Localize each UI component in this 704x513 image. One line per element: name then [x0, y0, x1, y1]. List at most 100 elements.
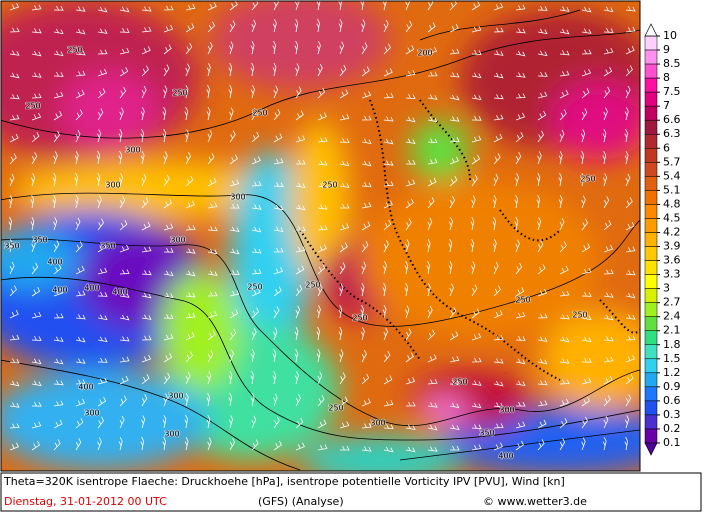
- wind-barb: [603, 220, 612, 231]
- contour-label: 250: [172, 89, 187, 98]
- wind-barb: [97, 242, 107, 253]
- colorbar-band: [644, 204, 658, 219]
- wind-barb: [581, 267, 592, 275]
- wind-barb: [295, 63, 300, 77]
- wind-barb: [603, 375, 613, 385]
- wind-barb: [185, 270, 196, 277]
- wind-barb: [118, 150, 123, 165]
- wind-barb: [427, 329, 435, 341]
- wind-barb: [580, 150, 585, 165]
- wind-barb: [251, 131, 260, 143]
- wind-barb: [229, 328, 237, 341]
- colorbar-label: 8: [663, 71, 670, 84]
- wind-barb: [53, 313, 64, 319]
- wind-barb: [229, 226, 240, 233]
- wind-barb: [184, 437, 189, 451]
- wind-barb: [559, 241, 567, 253]
- wind-barb: [603, 28, 614, 33]
- wind-barb: [30, 217, 35, 231]
- wind-barb: [537, 400, 548, 407]
- colorbar-band: [644, 302, 658, 317]
- wind-barb: [294, 327, 299, 341]
- wind-barb: [31, 112, 42, 121]
- colorbar-band: [644, 162, 658, 177]
- wind-barb: [229, 154, 238, 165]
- wind-barb: [207, 41, 213, 55]
- wind-barb: [8, 195, 13, 209]
- wind-barb: [537, 91, 548, 99]
- wind-barb: [361, 42, 368, 55]
- colorbar-label: 4.8: [663, 197, 681, 210]
- wind-barb: [119, 47, 130, 55]
- wind-barb: [97, 437, 102, 451]
- wind-barb: [53, 380, 64, 386]
- contour-label: 250: [322, 181, 337, 190]
- colorbar-under: [644, 442, 658, 456]
- wind-barb: [361, 398, 371, 407]
- wind-barb: [581, 108, 588, 121]
- wind-barb: [184, 129, 189, 143]
- wind-barb: [471, 308, 480, 319]
- wind-barb: [581, 377, 592, 385]
- wind-barb: [383, 43, 391, 55]
- colorbar-label: 0.6: [663, 394, 681, 407]
- wind-barb: [97, 396, 107, 407]
- wind-barb: [30, 173, 36, 187]
- wind-barb: [471, 135, 482, 143]
- wind-barb: [185, 371, 191, 385]
- colorbar-band: [644, 148, 658, 163]
- wind-barb: [97, 267, 108, 275]
- colorbar-label: 3.9: [663, 240, 681, 253]
- wind-barb: [251, 108, 257, 121]
- wind-barb: [559, 89, 569, 99]
- wind-barb: [119, 395, 127, 407]
- wind-barb: [383, 116, 394, 122]
- colorbar-band: [644, 35, 658, 51]
- wind-barb: [163, 44, 172, 55]
- wind-barb: [141, 6, 152, 12]
- wind-barb: [493, 380, 504, 387]
- wind-barb: [581, 6, 592, 13]
- wind-barb: [53, 419, 63, 429]
- wind-barb: [493, 285, 501, 297]
- wind-barb: [624, 415, 630, 429]
- wind-barb: [9, 358, 20, 364]
- wind-barb: [427, 71, 438, 77]
- wind-barb: [405, 446, 416, 453]
- wind-barb: [207, 270, 218, 276]
- wind-barb: [603, 395, 611, 407]
- wind-barb: [471, 424, 482, 430]
- wind-barb: [405, 70, 416, 77]
- wind-barb: [206, 84, 210, 99]
- wind-barb: [273, 267, 284, 275]
- wind-barb: [31, 311, 42, 319]
- wind-barb: [339, 41, 345, 55]
- wind-barb: [602, 129, 607, 143]
- wind-barb: [361, 202, 372, 209]
- wind-barb: [471, 115, 482, 121]
- wind-barb: [361, 115, 372, 121]
- wind-barb: [75, 438, 82, 451]
- wind-barb: [229, 107, 234, 121]
- wind-barb: [119, 220, 128, 231]
- contour-label: 300: [370, 419, 385, 428]
- wind-barb: [206, 63, 211, 77]
- contour-label: 300: [164, 430, 179, 439]
- wind-barb: [493, 50, 504, 56]
- wind-barb: [75, 418, 84, 429]
- colorbar-label: 3.3: [663, 268, 681, 281]
- wind-barb: [163, 25, 174, 33]
- wind-barb: [559, 70, 570, 77]
- wind-barb: [206, 415, 211, 429]
- wind-barb: [207, 437, 212, 451]
- wind-barb: [515, 72, 526, 78]
- wind-barb: [118, 129, 123, 143]
- wind-barb: [185, 4, 196, 11]
- colorbar-label: 9: [663, 43, 670, 56]
- wind-barb: [31, 28, 42, 34]
- wind-barb: [185, 42, 193, 55]
- wind-barb: [450, 445, 460, 451]
- wind-barb: [31, 336, 42, 341]
- caption-box: [0, 472, 702, 512]
- wind-barb: [427, 177, 437, 187]
